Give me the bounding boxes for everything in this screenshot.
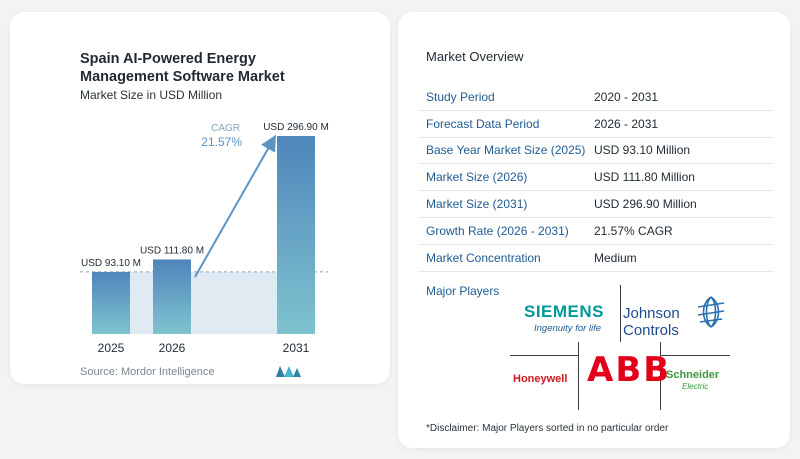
schneider-electric-sub: Electric bbox=[682, 382, 709, 391]
overview-row-label: Market Concentration bbox=[426, 250, 541, 265]
overview-row-value: 2026 - 2031 bbox=[594, 116, 659, 131]
johnson-controls-globe-icon bbox=[697, 296, 725, 328]
overview-row: Market Concentration Medium bbox=[418, 245, 774, 272]
x-tick-2026: 2026 bbox=[159, 341, 186, 355]
overview-row: Growth Rate (2026 - 2031) 21.57% CAGR bbox=[418, 218, 774, 245]
overview-row: Market Size (2031) USD 296.90 Million bbox=[418, 191, 774, 218]
cagr-label: CAGR bbox=[211, 123, 240, 134]
mordor-logo-icon bbox=[276, 366, 301, 377]
overview-row-value: 2020 - 2031 bbox=[594, 89, 659, 104]
overview-row-label: Base Year Market Size (2025) bbox=[426, 143, 586, 158]
bar-2025 bbox=[92, 271, 130, 334]
overview-row: Study Period 2020 - 2031 bbox=[418, 84, 774, 111]
grid-divider bbox=[620, 285, 621, 342]
major-players-grid: SIEMENS Ingenuity for life Johnson Contr… bbox=[510, 285, 732, 410]
overview-row-label: Market Size (2026) bbox=[426, 170, 528, 185]
x-tick-2025: 2025 bbox=[98, 341, 125, 355]
honeywell-logo: Honeywell bbox=[513, 373, 568, 385]
disclaimer: *Disclaimer: Major Players sorted in no … bbox=[426, 423, 669, 434]
data-label-2025: USD 93.10 M bbox=[81, 258, 141, 269]
cagr-value: 21.57% bbox=[201, 135, 242, 149]
data-label-2026: USD 111.80 M bbox=[140, 245, 204, 256]
bar-2026 bbox=[153, 259, 191, 334]
overview-row: Forecast Data Period 2026 - 2031 bbox=[418, 111, 774, 138]
overview-row-label: Study Period bbox=[426, 89, 495, 104]
overview-table: Study Period 2020 - 2031 Forecast Data P… bbox=[418, 84, 774, 272]
siemens-logo: SIEMENS bbox=[524, 302, 605, 321]
abb-logo: ABB bbox=[587, 350, 672, 390]
chart-source: Source: Mordor Intelligence bbox=[80, 366, 215, 378]
johnson-controls-logo: Johnson Controls bbox=[623, 305, 680, 339]
overview-row-label: Forecast Data Period bbox=[426, 116, 540, 131]
grid-divider bbox=[660, 342, 661, 410]
chart-title: Spain AI-Powered Energy Management Softw… bbox=[80, 51, 285, 85]
overview-row-label: Growth Rate (2026 - 2031) bbox=[426, 223, 569, 238]
overview-row: Base Year Market Size (2025) USD 93.10 M… bbox=[418, 138, 774, 165]
grid-divider bbox=[578, 342, 579, 410]
cagr-arrow bbox=[194, 134, 276, 278]
overview-row: Market Size (2026) USD 111.80 Million bbox=[418, 164, 774, 192]
chart-subtitle: Market Size in USD Million bbox=[80, 88, 223, 102]
major-players-label: Major Players bbox=[426, 284, 500, 298]
x-tick-2031: 2031 bbox=[283, 341, 310, 355]
bar-chart: USD 93.10 M 2025 USD 111.80 M 2026 USD 296.9… bbox=[80, 122, 329, 355]
bar-2031 bbox=[277, 136, 315, 334]
overview-row-value: USD 296.90 Million bbox=[594, 197, 697, 212]
overview-card bbox=[398, 12, 790, 448]
overview-row-value: USD 93.10 Million bbox=[594, 143, 691, 158]
overview-row-label: Market Size (2031) bbox=[426, 197, 528, 212]
overview-row-value: 21.57% CAGR bbox=[594, 223, 673, 238]
grid-divider bbox=[510, 355, 578, 356]
grid-divider bbox=[660, 355, 730, 356]
overview-row-value: Medium bbox=[594, 250, 637, 265]
data-label-2031: USD 296.90 M bbox=[263, 122, 329, 133]
schneider-logo: Schneider bbox=[666, 369, 720, 381]
overview-row-value: USD 111.80 Million bbox=[594, 170, 695, 185]
overview-title: Market Overview bbox=[426, 49, 524, 64]
siemens-tagline: Ingenuity for life bbox=[534, 323, 602, 334]
